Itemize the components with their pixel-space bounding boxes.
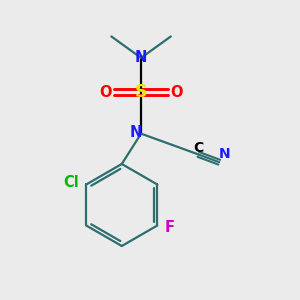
Text: S: S: [135, 83, 147, 101]
Text: N: N: [219, 147, 230, 161]
Text: N: N: [135, 50, 147, 65]
Text: F: F: [165, 220, 175, 235]
Text: O: O: [170, 85, 183, 100]
Text: Cl: Cl: [63, 176, 79, 190]
Text: N: N: [130, 125, 142, 140]
Text: C: C: [193, 141, 204, 155]
Text: O: O: [99, 85, 112, 100]
